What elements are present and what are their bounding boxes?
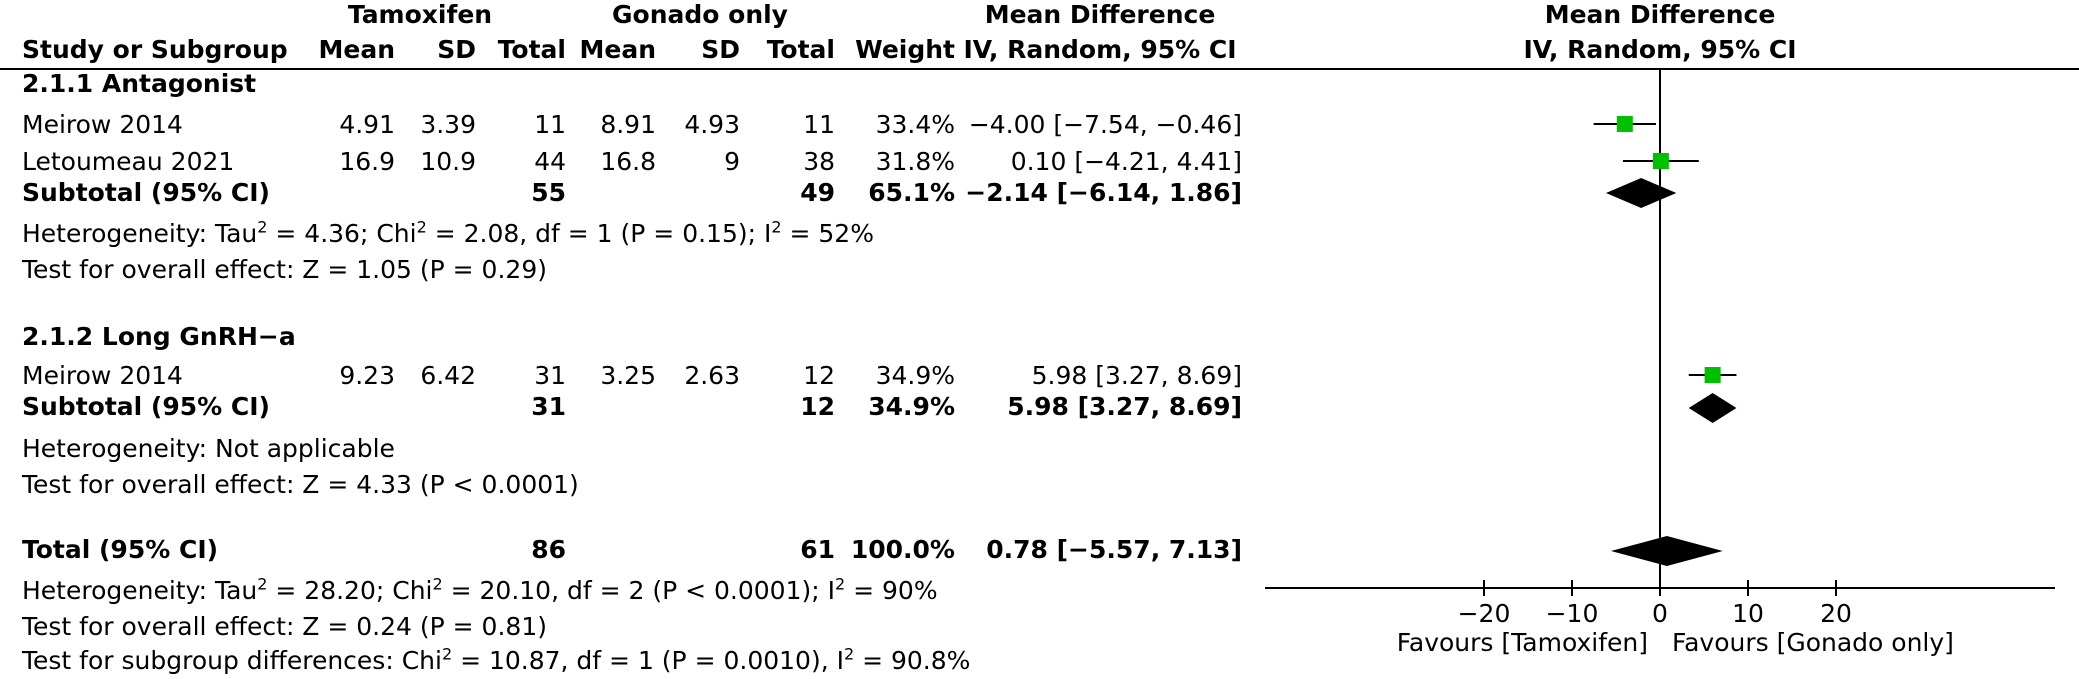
total1-cell: 55 — [531, 178, 566, 207]
heterogeneity-note: Heterogeneity: Tau2 = 28.20; Chi2 = 20.1… — [22, 574, 938, 605]
weight-cell: 33.4% — [875, 110, 955, 139]
total2-cell: 12 — [800, 392, 835, 421]
col-sd2: SD — [701, 35, 740, 64]
study-name: Meirow 2014 — [22, 110, 183, 139]
pooled-diamond — [1688, 393, 1737, 423]
sd2-cell: 9 — [724, 147, 740, 176]
sd1-cell: 10.9 — [420, 147, 476, 176]
overall-effect-note: Test for overall effect: Z = 0.24 (P = 0… — [22, 612, 547, 641]
weight-cell: 34.9% — [875, 361, 955, 390]
ci-cell: 5.98 [3.27, 8.69] — [1007, 392, 1242, 421]
study-name: Meirow 2014 — [22, 361, 183, 390]
favours-left-label: Favours [Tamoxifen] — [1397, 628, 1648, 657]
ci-cell: 0.78 [−5.57, 7.13] — [986, 535, 1242, 564]
pooled-diamond — [1605, 178, 1677, 208]
total2-cell: 38 — [803, 147, 835, 176]
subgroup-differences-note: Test for subgroup differences: Chi2 = 10… — [22, 644, 971, 675]
group2-header: Gonado only — [612, 0, 788, 29]
sd2-cell: 4.93 — [684, 110, 740, 139]
subtotal-label: Subtotal (95% CI) — [22, 178, 270, 207]
ci-cell: −4.00 [−7.54, −0.46] — [968, 110, 1242, 139]
heterogeneity-note: Heterogeneity: Not applicable — [22, 434, 395, 463]
col-ci-left: IV, Random, 95% CI — [963, 35, 1237, 64]
col-sd1: SD — [437, 35, 476, 64]
total2-cell: 61 — [800, 535, 835, 564]
md-right-title: Mean Difference — [1544, 0, 1776, 29]
md-left-title: Mean Difference — [984, 0, 1216, 29]
ci-cell: 5.98 [3.27, 8.69] — [1031, 361, 1242, 390]
col-weight: Weight — [855, 35, 955, 64]
mean1-cell: 9.23 — [339, 361, 395, 390]
ci-cell: −2.14 [−6.14, 1.86] — [965, 178, 1242, 207]
total1-cell: 86 — [531, 535, 566, 564]
weight-cell: 34.9% — [868, 392, 955, 421]
favours-right-label: Favours [Gonado only] — [1672, 628, 1954, 657]
sd2-cell: 2.63 — [684, 361, 740, 390]
total2-cell: 11 — [803, 110, 835, 139]
total1-cell: 31 — [534, 361, 566, 390]
weight-cell: 31.8% — [875, 147, 955, 176]
x-tick-label: 10 — [1732, 599, 1764, 628]
subgroup-heading: 2.1.2 Long GnRH−a — [22, 322, 296, 351]
study-name: Letoumeau 2021 — [22, 147, 235, 176]
col-ci-right: IV, Random, 95% CI — [1523, 35, 1797, 64]
effect-marker — [1652, 153, 1669, 169]
col-total2: Total — [766, 35, 835, 64]
col-mean1: Mean — [318, 35, 395, 64]
weight-cell: 65.1% — [868, 178, 955, 207]
total2-cell: 12 — [803, 361, 835, 390]
total1-cell: 44 — [534, 147, 566, 176]
overall-effect-note: Test for overall effect: Z = 1.05 (P = 0… — [22, 255, 547, 284]
mean2-cell: 16.8 — [600, 147, 656, 176]
total1-cell: 11 — [534, 110, 566, 139]
x-tick-label: 20 — [1820, 599, 1852, 628]
subgroup-heading: 2.1.1 Antagonist — [22, 69, 257, 98]
subtotal-label: Subtotal (95% CI) — [22, 392, 270, 421]
overall-effect-note: Test for overall effect: Z = 4.33 (P < 0… — [22, 470, 579, 499]
weight-cell: 100.0% — [850, 535, 955, 564]
sd1-cell: 3.39 — [420, 110, 476, 139]
col-mean2: Mean — [579, 35, 656, 64]
mean2-cell: 3.25 — [600, 361, 656, 390]
col-study: Study or Subgroup — [22, 35, 288, 64]
effect-marker — [1704, 367, 1721, 383]
header-rule — [0, 68, 2079, 70]
x-tick-label: −10 — [1546, 599, 1599, 628]
pooled-diamond — [1610, 536, 1723, 566]
heterogeneity-note: Heterogeneity: Tau2 = 4.36; Chi2 = 2.08,… — [22, 217, 874, 248]
x-tick-label: −20 — [1458, 599, 1511, 628]
sd1-cell: 6.42 — [420, 361, 476, 390]
col-total1: Total — [497, 35, 566, 64]
total2-cell: 49 — [800, 178, 835, 207]
effect-marker — [1616, 116, 1633, 132]
total-label: Total (95% CI) — [22, 535, 219, 564]
ci-cell: 0.10 [−4.21, 4.41] — [1010, 147, 1242, 176]
mean2-cell: 8.91 — [600, 110, 656, 139]
total1-cell: 31 — [531, 392, 566, 421]
x-tick-label: 0 — [1652, 599, 1668, 628]
group1-header: Tamoxifen — [347, 0, 493, 29]
mean1-cell: 16.9 — [339, 147, 395, 176]
mean1-cell: 4.91 — [339, 110, 395, 139]
